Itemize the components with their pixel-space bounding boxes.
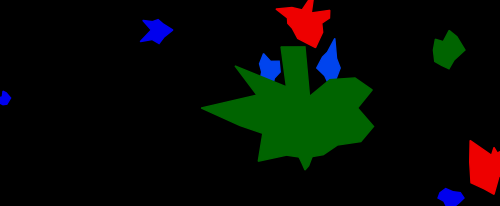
Polygon shape (299, 147, 312, 170)
Polygon shape (438, 188, 464, 206)
Polygon shape (276, 0, 330, 48)
Polygon shape (470, 140, 500, 194)
Polygon shape (434, 30, 465, 69)
Polygon shape (201, 47, 374, 161)
Polygon shape (0, 91, 10, 105)
Polygon shape (316, 38, 340, 86)
Polygon shape (260, 54, 280, 90)
Polygon shape (288, 70, 307, 94)
Polygon shape (140, 20, 173, 43)
